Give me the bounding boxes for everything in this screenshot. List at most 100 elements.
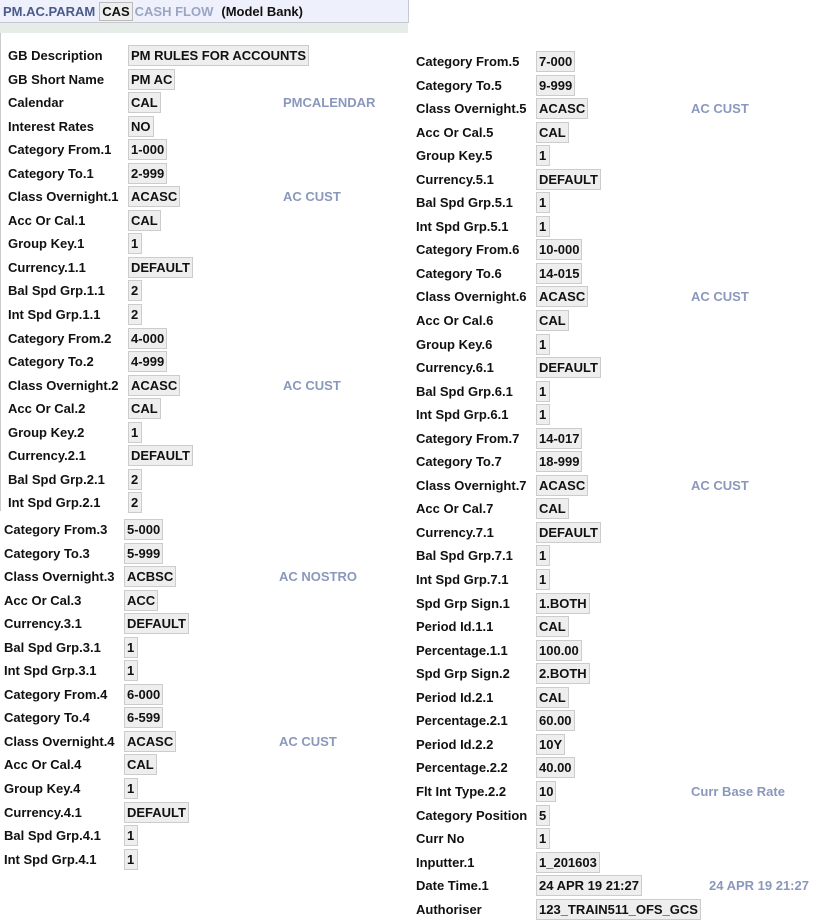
field-label: Class Overnight.2 [8,377,119,393]
field-value: DEFAULT [128,445,193,467]
field-label: GB Description [8,48,103,63]
field-label: Currency.5.1 [416,171,494,187]
field-label: Int Spd Grp.5.1 [416,218,509,234]
field-label: Acc Or Cal.6 [416,313,494,329]
field-value: 2-999 [128,162,168,184]
field-label: Authoriser [416,901,482,917]
field-value: CAL [128,398,161,420]
field-label: Int Spd Grp.6.1 [416,407,509,423]
field-value: DEFAULT [536,357,601,379]
field-value: 1 [128,421,142,443]
field-label: Spd Grp Sign.2 [416,666,510,682]
field-value: 10-000 [536,239,583,261]
field-label: Group Key.1 [8,236,85,252]
field-value: 18-999 [536,451,583,473]
field-label: GB Short Name [8,71,105,87]
field-label: Bal Spd Grp.1.1 [8,283,105,299]
field-value: CAL [536,686,569,708]
field-value: 4-999 [128,351,168,373]
record-id: CAS [99,1,133,21]
field-label: Group Key.5 [416,148,493,164]
field-value: 10 [536,780,557,802]
field-value: ACASC [124,730,177,752]
field-value: 24 APR 19 21:27 [536,875,642,897]
field-label: Category To.6 [416,265,502,281]
field-value: DEFAULT [124,613,189,635]
panel-border [0,33,1,511]
header-bar: PM.AC.PARAM CAS CASH FLOW (Model Bank) [0,0,409,23]
field-value: 9-999 [536,74,576,96]
field-label: Group Key.6 [416,336,493,352]
field-label: Category From.5 [416,54,520,69]
field-label: Category From.2 [8,330,112,346]
field-value: 1 [536,828,550,850]
field-label: Acc Or Cal.4 [4,757,82,773]
field-label: Class Overnight.4 [4,733,115,749]
field-label: Acc Or Cal.5 [416,124,494,140]
field-label: Category From.3 [4,522,108,537]
field-label: Currency.7.1 [416,524,494,540]
field-value: ACC [124,589,159,611]
field-value: CAL [536,121,569,143]
field-value: CAL [536,616,569,638]
field-value: ACASC [128,374,181,396]
field-enrichment: AC CUST [279,733,337,749]
field-value: 1 [536,545,550,567]
field-label: Currency.2.1 [8,448,86,464]
field-value: 5-999 [124,542,164,564]
application-name: PM.AC.PARAM [3,3,96,19]
field-value: 2.BOTH [536,663,590,685]
field-label: Acc Or Cal.3 [4,592,82,608]
field-label: Percentage.2.1 [416,713,508,729]
field-enrichment: Curr Base Rate [691,783,785,799]
field-value: 5 [536,804,550,826]
field-value: 6-000 [124,683,164,705]
field-enrichment: AC CUST [283,189,341,205]
field-label: Int Spd Grp.7.1 [416,572,509,588]
field-label: Category From.4 [4,686,108,702]
field-label: Category From.1 [8,142,112,158]
field-label: Category To.7 [416,454,502,470]
field-value: CAL [124,754,157,776]
field-value: PM RULES FOR ACCOUNTS [128,45,310,66]
field-label: Bal Spd Grp.4.1 [4,828,101,844]
field-value: CAL [128,209,161,231]
field-label: Inputter.1 [416,854,475,870]
field-label: Class Overnight.3 [4,569,115,585]
field-value: 100.00 [536,639,582,661]
field-value: 6-599 [124,707,164,729]
field-value: 1.BOTH [536,592,590,614]
field-label: Int Spd Grp.4.1 [4,851,97,867]
field-value: 1 [536,145,550,167]
field-label: Calendar [8,95,64,111]
field-label: Category Position [416,807,528,823]
field-label: Int Spd Grp.3.1 [4,663,97,679]
field-value: 7-000 [536,51,576,72]
field-label: Spd Grp Sign.1 [416,595,510,611]
field-value: ACASC [536,98,589,120]
field-value: DEFAULT [124,801,189,823]
field-value: PM AC [128,68,176,90]
field-label: Currency.3.1 [4,616,82,632]
field-value: 1 [124,825,138,847]
field-value: 1 [536,404,550,426]
field-label: Percentage.1.1 [416,642,508,658]
field-label: Period Id.2.2 [416,736,494,752]
field-value: 2 [128,304,142,326]
field-value: 2 [128,492,142,514]
field-label: Category To.1 [8,165,94,181]
field-value: 1 [124,778,138,800]
field-value: CAL [536,310,569,332]
field-value: CAL [128,92,161,114]
field-value: ACBSC [124,566,177,588]
field-value: 14-017 [536,427,583,449]
field-enrichment: PMCALENDAR [283,95,376,111]
field-value: ACASC [536,474,589,496]
field-enrichment: AC CUST [283,377,341,393]
field-label: Currency.6.1 [416,360,494,376]
field-enrichment: AC NOSTRO [279,569,357,585]
field-label: Flt Int Type.2.2 [416,783,507,799]
field-value: 1 [124,848,138,870]
record-title: CASH FLOW [134,3,214,19]
field-value: 1 [124,660,138,682]
